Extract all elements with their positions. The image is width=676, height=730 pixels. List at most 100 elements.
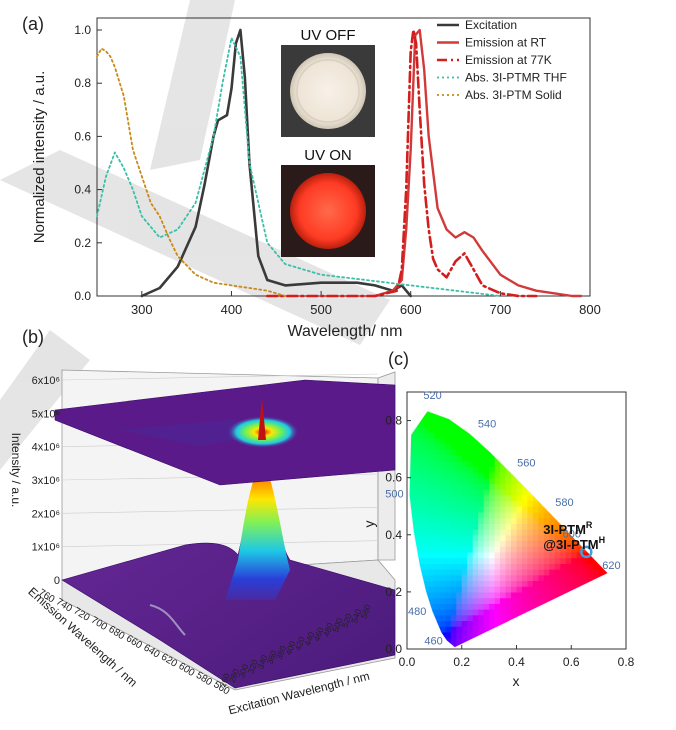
- gamut-cell: [543, 511, 550, 519]
- gamut-cell: [543, 569, 550, 576]
- gamut-cell: [434, 426, 441, 433]
- gamut-cell: [489, 523, 496, 530]
- gamut-cell: [494, 614, 501, 622]
- gamut-cell: [450, 517, 457, 524]
- gamut-cell: [538, 540, 545, 547]
- gamut-cell: [483, 563, 490, 570]
- gamut-cell: [521, 609, 529, 616]
- gamut-cell: [576, 569, 583, 576]
- series-line-1: [373, 28, 583, 298]
- gamut-cell: [478, 591, 485, 599]
- gamut-cell: [543, 529, 550, 536]
- gamut-cell: [428, 443, 435, 450]
- gamut-cell: [582, 580, 589, 587]
- gamut-cell: [483, 517, 490, 524]
- gamut-cell: [582, 563, 589, 570]
- gamut-cell: [532, 506, 539, 513]
- gamut-cell: [417, 437, 425, 444]
- gamut-cell: [565, 586, 572, 593]
- gamut-cell: [428, 529, 435, 536]
- gamut-cell: [505, 551, 512, 559]
- gamut-cell: [450, 609, 457, 616]
- gamut-cell: [467, 500, 474, 507]
- gamut-cell: [445, 626, 452, 633]
- gamut-cell: [434, 500, 441, 507]
- gamut-cell: [516, 546, 523, 553]
- gamut-cell: [505, 529, 512, 536]
- gamut-cell: [560, 551, 567, 559]
- gamut-cell: [439, 517, 446, 524]
- gamut-cell: [478, 580, 485, 587]
- gamut-cell: [593, 574, 600, 582]
- excitation-tick-label: 520: [340, 612, 354, 629]
- gamut-cell: [489, 540, 496, 547]
- y-tick-label: 0.4: [74, 183, 91, 197]
- gamut-cell: [543, 540, 550, 547]
- point-label-sup1: R: [586, 520, 593, 530]
- gamut-cell: [428, 563, 435, 570]
- gamut-cell: [439, 426, 446, 433]
- gamut-cell: [483, 454, 490, 462]
- gamut-cell: [450, 460, 457, 467]
- gamut-cell: [428, 414, 435, 422]
- gamut-cell: [472, 557, 479, 564]
- cie-x-tick-label: 0.2: [453, 655, 470, 669]
- surface-peak: [225, 460, 290, 600]
- gamut-cell: [505, 597, 512, 604]
- gamut-cell: [554, 534, 561, 542]
- gamut-cell: [467, 534, 474, 542]
- gamut-cell: [532, 563, 539, 570]
- gamut-cell: [527, 603, 534, 610]
- gamut-cell: [478, 523, 485, 530]
- gamut-cell: [461, 546, 468, 553]
- gamut-cell: [439, 603, 446, 610]
- gamut-cell: [467, 603, 474, 610]
- gamut-cell: [527, 534, 534, 542]
- gamut-cell: [423, 500, 430, 507]
- gamut-cell: [598, 569, 605, 576]
- gamut-cell: [439, 500, 446, 507]
- gamut-cell: [538, 557, 545, 564]
- gamut-cell: [494, 506, 501, 513]
- gamut-cell: [478, 466, 485, 473]
- gamut-cell: [428, 586, 435, 593]
- gamut-cell: [593, 563, 600, 570]
- gamut-cell: [494, 591, 501, 599]
- gamut-cell: [445, 597, 452, 604]
- gamut-cell: [461, 597, 468, 604]
- gamut-cell: [423, 574, 430, 582]
- uv-on-label: UV ON: [304, 147, 352, 164]
- gamut-cell: [439, 551, 446, 559]
- gamut-cell: [494, 523, 501, 530]
- gamut-cell: [412, 511, 419, 519]
- gamut-cell: [445, 580, 452, 587]
- gamut-cell: [500, 603, 507, 610]
- gamut-cell: [439, 529, 446, 536]
- gamut-cell: [587, 557, 594, 564]
- gamut-cell: [554, 546, 561, 553]
- gamut-cell: [505, 506, 512, 513]
- gamut-cell: [428, 454, 435, 462]
- gamut-cell: [412, 431, 419, 439]
- gamut-cell: [483, 494, 490, 502]
- gamut-cell: [417, 557, 425, 564]
- legend-entry: Emission at RT: [465, 36, 547, 50]
- gamut-cell: [478, 551, 485, 559]
- gamut-cell: [434, 494, 441, 502]
- x-axis-label: Wavelength/ nm: [287, 323, 402, 340]
- gamut-cell: [549, 591, 556, 599]
- gamut-cell: [527, 569, 534, 576]
- gamut-cell: [428, 591, 435, 599]
- gamut-cell: [483, 477, 490, 484]
- gamut-cell: [532, 540, 539, 547]
- gamut-cell: [417, 477, 425, 484]
- gamut-cell: [532, 586, 539, 593]
- gamut-cell: [434, 546, 441, 553]
- gamut-cell: [434, 523, 441, 530]
- gamut-cell: [434, 414, 441, 422]
- gamut-cell: [521, 500, 529, 507]
- gamut-cell: [494, 477, 501, 484]
- gamut-cell: [478, 483, 485, 490]
- y-axis-label: Normalized intensity / a.u.: [31, 71, 48, 244]
- gamut-cell: [423, 471, 430, 479]
